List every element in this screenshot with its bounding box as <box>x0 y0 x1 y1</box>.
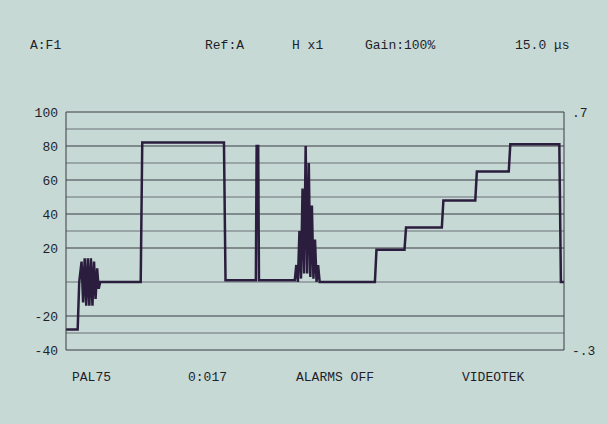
html-text:15.0 μs: 15.0 μs <box>515 38 570 53</box>
svg-text:.7: .7 <box>572 106 588 121</box>
svg-text:100: 100 <box>35 106 58 121</box>
html-text:ALARMS OFF: ALARMS OFF <box>296 370 374 385</box>
svg-text:-40: -40 <box>35 344 58 359</box>
html-text:A:F1: A:F1 <box>30 38 62 53</box>
html-text:Ref:A: Ref:A <box>205 38 244 53</box>
svg-text:-20: -20 <box>35 310 58 325</box>
html-text:0:017: 0:017 <box>188 370 227 385</box>
html-text:Gain:100%: Gain:100% <box>365 38 436 53</box>
svg-text:40: 40 <box>42 208 58 223</box>
html-text:VIDEOTEK: VIDEOTEK <box>462 370 525 385</box>
svg-text:-.3: -.3 <box>572 344 595 359</box>
html-text:H x1: H x1 <box>292 38 324 53</box>
html-text:PAL75: PAL75 <box>72 370 111 385</box>
svg-text:20: 20 <box>42 242 58 257</box>
svg-text:60: 60 <box>42 174 58 189</box>
svg-text:80: 80 <box>42 140 58 155</box>
